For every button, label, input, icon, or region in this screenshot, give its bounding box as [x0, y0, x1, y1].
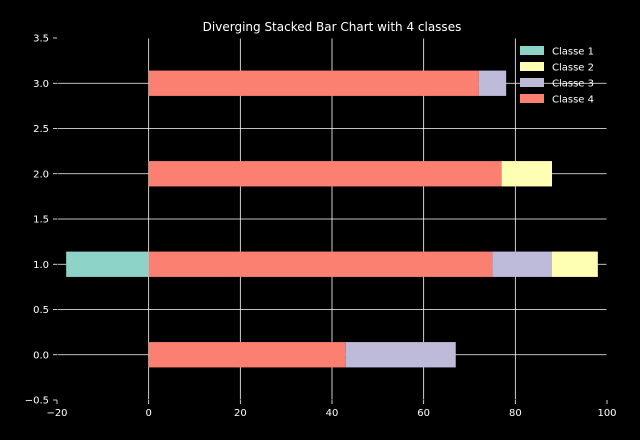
- bar-segment-classe-2-y2: [501, 161, 552, 187]
- y-tick-label: −0.5: [25, 396, 49, 407]
- x-tick-label: −20: [46, 408, 67, 419]
- bar-segment-classe-4-y2: [148, 161, 502, 187]
- y-tick-label: 0.5: [33, 305, 49, 316]
- x-tick-label: 40: [326, 408, 339, 419]
- y-tick-label: 2.5: [33, 124, 49, 135]
- bars: [66, 70, 598, 368]
- y-tick-label: 1.0: [33, 260, 49, 271]
- y-tick-label: 3.5: [33, 34, 49, 45]
- legend-label-classe-2: Classe 2: [552, 63, 594, 74]
- bar-segment-classe-3-y1: [492, 251, 552, 277]
- y-tick-label: 1.5: [33, 215, 49, 226]
- x-tick-label: 0: [145, 408, 151, 419]
- legend-swatch-classe-2: [520, 62, 544, 71]
- y-tick-label: 3.0: [33, 79, 49, 90]
- bar-segment-classe-1-y1: [66, 251, 149, 277]
- x-tick-label: 60: [417, 408, 430, 419]
- bar-segment-classe-4-y3: [148, 70, 479, 96]
- x-tick-label: 80: [509, 408, 522, 419]
- x-tick-label: 20: [234, 408, 247, 419]
- legend-swatch-classe-3: [520, 78, 544, 87]
- x-tick-label: 100: [597, 408, 616, 419]
- bar-segment-classe-4-y1: [148, 251, 493, 277]
- ticks: −20 0 20 40 60 80 100 −0.5 0.0 0.5 1.0 1.5 2.0 2.5 3.0…: [25, 34, 617, 420]
- legend-label-classe-1: Classe 1: [552, 47, 594, 58]
- legend-swatch-classe-4: [520, 94, 544, 103]
- legend-label-classe-3: Classe 3: [552, 79, 594, 90]
- legend-swatch-classe-1: [520, 46, 544, 55]
- bar-segment-classe-4-y0: [148, 342, 346, 368]
- legend: Classe 1 Classe 2 Classe 3 Classe 4: [520, 46, 594, 106]
- y-tick-label: 2.0: [33, 169, 49, 180]
- bar-segment-classe-3-y3: [478, 70, 507, 96]
- y-tick-label: 0.0: [33, 350, 49, 361]
- chart-title: Diverging Stacked Bar Chart with 4 class…: [203, 20, 462, 34]
- bar-segment-classe-3-y0: [345, 342, 456, 368]
- legend-label-classe-4: Classe 4: [552, 95, 594, 106]
- bar-segment-classe-2-y1: [552, 251, 598, 277]
